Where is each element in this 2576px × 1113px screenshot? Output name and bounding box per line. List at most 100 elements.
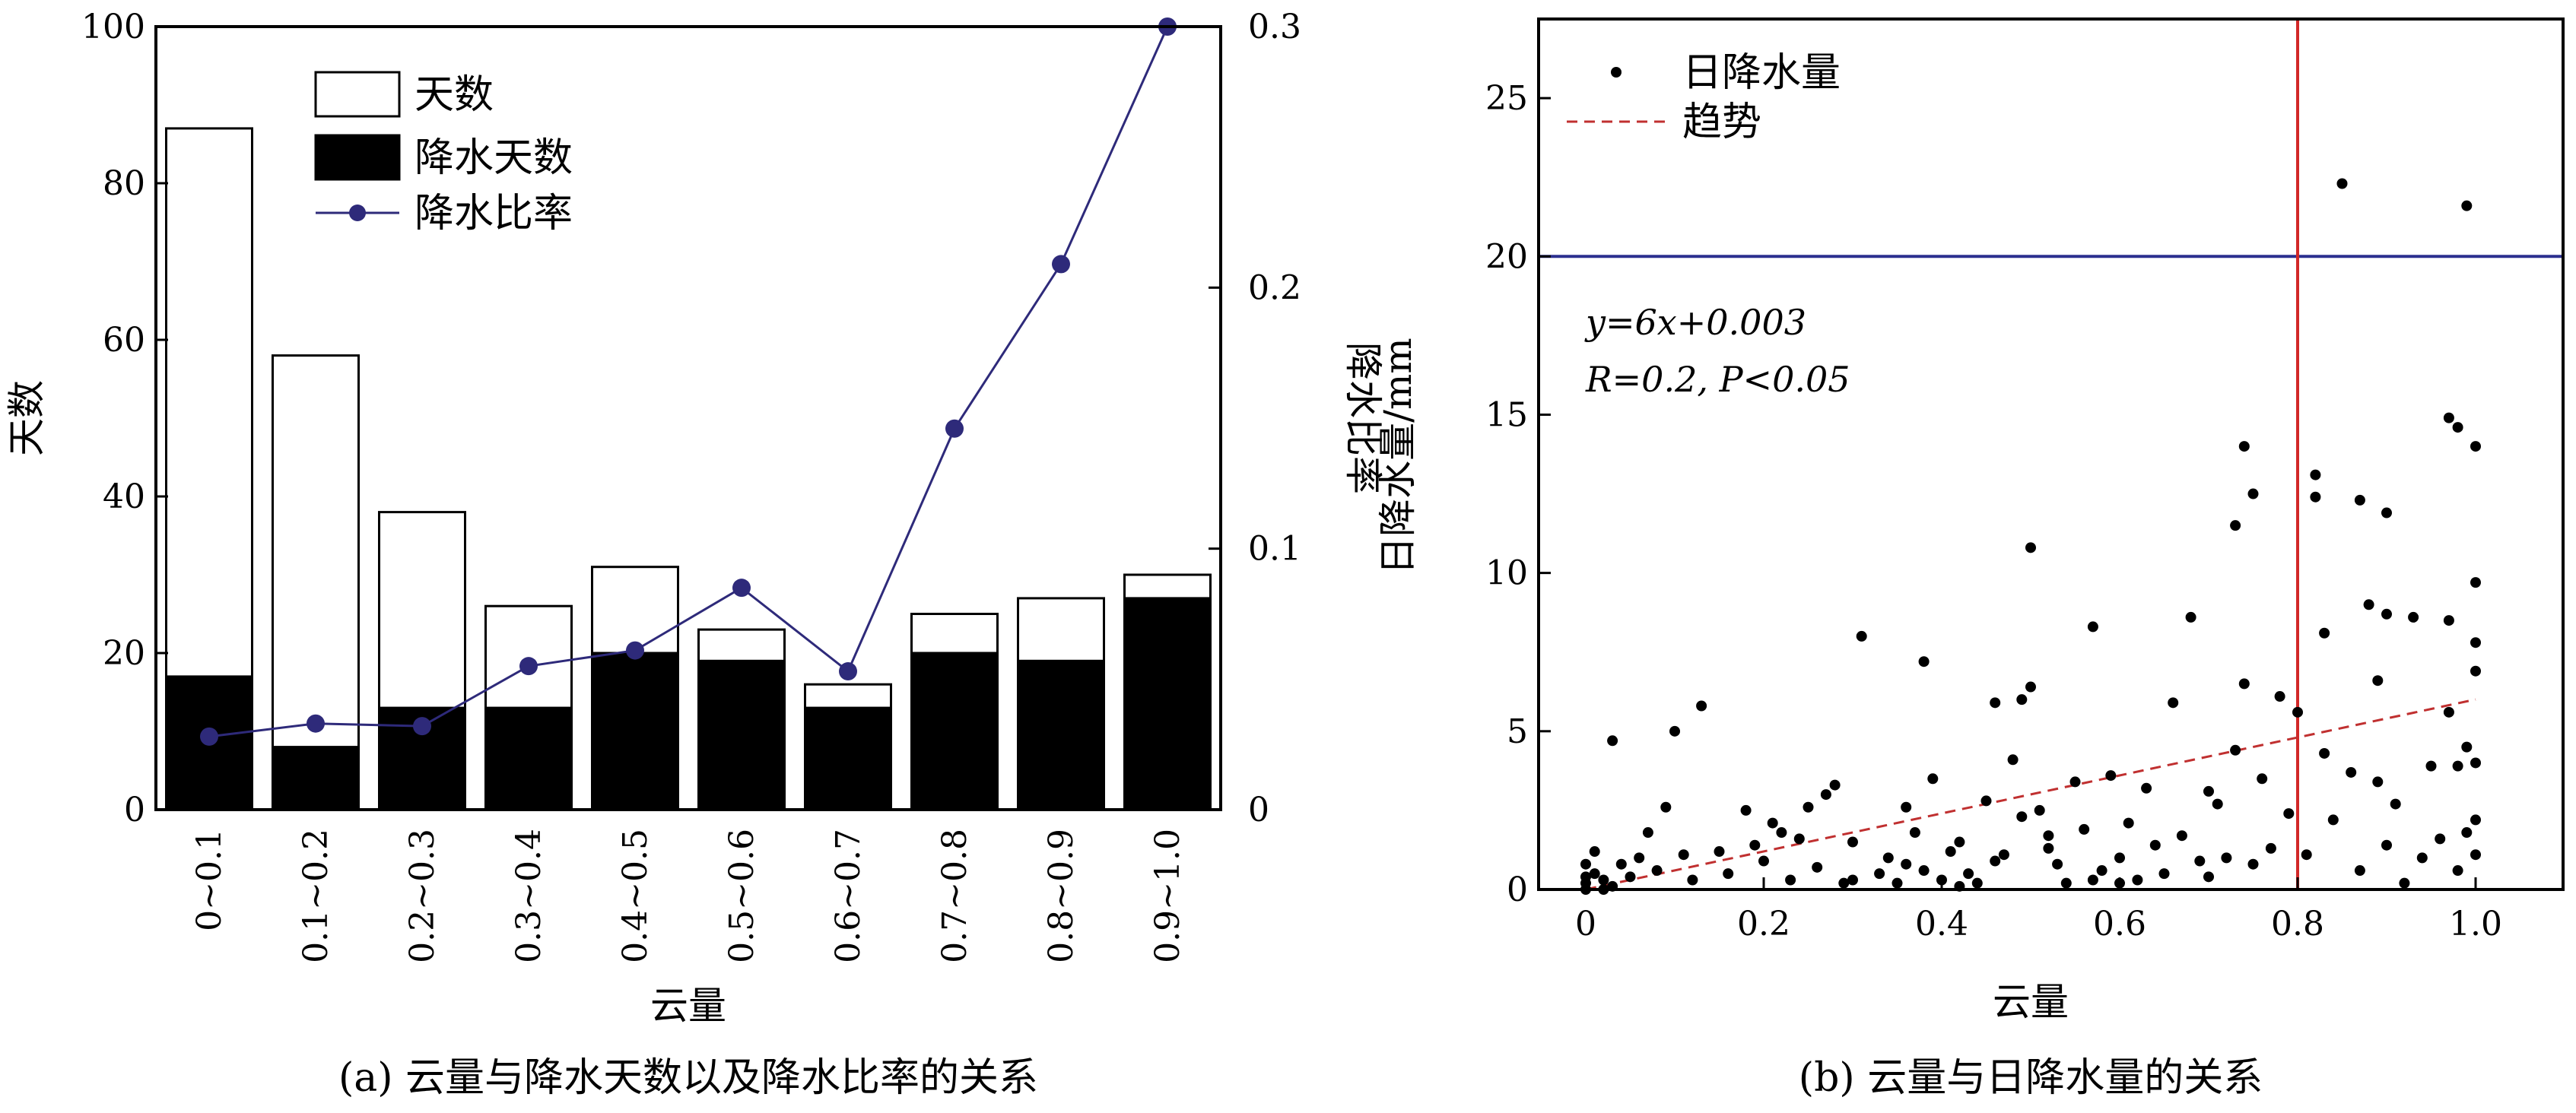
scatter-point-76 — [2203, 785, 2214, 797]
x-tick-label: 0.1~0.2 — [297, 829, 335, 963]
scatter-point-61 — [2069, 776, 2081, 788]
scatter-point-130 — [1847, 874, 1858, 886]
scatter-point-17 — [1678, 849, 1689, 861]
scatter-point-131 — [1901, 858, 1912, 870]
x-tick-label: 0.3~0.4 — [510, 829, 548, 963]
scatter-point-127 — [2470, 849, 2481, 861]
scatter-point-92 — [2310, 491, 2321, 503]
scatter-point-95 — [2327, 814, 2339, 826]
scatter-point-36 — [1874, 868, 1885, 880]
scatter-point-57 — [2034, 804, 2045, 816]
bar-rain-days-0.3~0.4 — [484, 706, 573, 811]
scatter-point-75 — [2194, 855, 2206, 867]
scatter-point-74 — [2185, 611, 2196, 623]
scatter-point-66 — [2114, 852, 2125, 864]
rain-ratio-point-0.5~0.6 — [732, 579, 751, 598]
panel-a-xlabel: 云量 — [650, 984, 726, 1028]
scatter-point-89 — [2292, 706, 2303, 718]
scatter-point-87 — [2274, 691, 2285, 702]
x-ticks: 0 0.2 0.4 0.6 0.8 1.0 — [1575, 877, 2502, 943]
scatter-point-110 — [2425, 760, 2437, 772]
scatter-point-117 — [2452, 865, 2463, 877]
rain-ratio-point-0.8~0.9 — [1052, 255, 1070, 274]
scatter-point-96 — [2336, 178, 2348, 189]
y-tick-label: 0 — [1507, 870, 1528, 909]
rain-ratio-line — [200, 17, 1177, 746]
scatter-point-112 — [2443, 412, 2454, 423]
scatter-point-106 — [2390, 798, 2401, 810]
panel-b-caption: (b) 云量与日降水量的关系 — [1799, 1055, 2263, 1101]
scatter-point-34 — [1847, 836, 1858, 848]
legend-marker-rain-ratio — [349, 205, 366, 221]
scatter-point-42 — [1918, 865, 1930, 877]
y-tick-label: 10 — [1485, 554, 1528, 593]
scatter-point-85 — [2257, 773, 2268, 785]
scatter-point-4 — [1589, 846, 1600, 858]
scatter-point-119 — [2461, 741, 2473, 753]
legend-label-days: 天数 — [415, 72, 494, 118]
y-tick-label: 25 — [1485, 79, 1528, 118]
panel-b-precip-vs-cloud: 0 5 10 15 20 25 0 0.2 0.4 0.6 0.8 1.0 日降水量/mm 云量 (… — [1376, 17, 2565, 1101]
scatter-point-32 — [1829, 779, 1841, 791]
scatter-point-83 — [2247, 488, 2259, 499]
rain-ratio-point-0.3~0.4 — [519, 657, 538, 676]
scatter-point-82 — [2238, 678, 2250, 690]
x-tick-label: 0.9~1.0 — [1148, 829, 1187, 963]
x-tick-label: 0.6~0.7 — [829, 829, 868, 963]
scatter-point-113 — [2443, 615, 2454, 626]
scatter-point-120 — [2461, 827, 2473, 839]
scatter-point-49 — [1980, 795, 1992, 807]
scatter-point-98 — [2354, 865, 2365, 877]
scatter-point-114 — [2443, 706, 2454, 718]
x-tick-labels: 0~0.1 0.1~0.2 0.2~0.3 0.3~0.4 0.4~0.5 0.5~0.6… — [190, 799, 1187, 963]
y-tick-label: 40 — [103, 477, 145, 516]
x-tick-label: 0.2 — [1737, 905, 1790, 943]
panel-a-y2label: 降水比率 — [1341, 342, 1385, 494]
y-ticks: 0 5 10 15 20 25 — [1485, 79, 1551, 909]
scatter-point-35 — [1856, 630, 1867, 642]
scatter-point-124 — [2470, 665, 2481, 677]
scatter-point-118 — [2461, 200, 2473, 211]
scatter-point-5 — [1589, 868, 1600, 880]
scatter-point-40 — [1909, 827, 1920, 839]
scatter-point-11 — [1625, 871, 1636, 883]
legend-label-rain-days: 降水天数 — [415, 135, 573, 181]
panel-a-legend: 天数 降水天数 降水比率 — [314, 71, 573, 236]
scatter-point-47 — [1963, 868, 1974, 880]
scatter-point-135 — [2203, 871, 2214, 883]
scatter-point-125 — [2470, 757, 2481, 769]
rain-ratio-point-0.4~0.5 — [626, 641, 644, 660]
trend-line — [1585, 698, 2476, 891]
scatter-point-20 — [1714, 846, 1725, 858]
bar-rain-days-0.9~1.0 — [1123, 597, 1212, 811]
scatter-point-13 — [1642, 827, 1653, 839]
scatter-point-33 — [1838, 877, 1850, 889]
scatter-point-105 — [2381, 839, 2392, 851]
y-tick-label: 15 — [1485, 395, 1528, 434]
x-tick-label: 0.4 — [1915, 905, 1968, 943]
scatter-point-51 — [1998, 849, 2009, 861]
scatter-point-41 — [1918, 656, 1930, 667]
y-tick-label: 20 — [1485, 237, 1528, 276]
y-tick-label: 60 — [103, 321, 145, 360]
right-y-ticks: 0 0.1 0.2 0.3 — [1209, 8, 1301, 829]
bar-rain-days-0.4~0.5 — [591, 652, 679, 811]
scatter-point-84 — [2247, 858, 2259, 870]
panel-a-caption: (a) 云量与降水天数以及降水比率的关系 — [338, 1055, 1038, 1101]
scatter-point-8 — [1607, 735, 1618, 747]
scatter-point-62 — [2079, 823, 2090, 835]
scatter-point-29 — [1803, 801, 1814, 813]
scatter-point-16 — [1669, 725, 1680, 737]
scatter-point-31 — [1820, 789, 1831, 801]
bar-rain-days-0.8~0.9 — [1017, 659, 1105, 811]
scatter-point-26 — [1776, 827, 1787, 839]
panel-b-ylabel: 日降水量/mm — [1376, 338, 1420, 575]
scatter-point-12 — [1634, 852, 1645, 864]
scatter-point-37 — [1882, 852, 1894, 864]
scatter-point-53 — [2016, 694, 2028, 706]
scatter-point-10 — [1615, 858, 1627, 870]
scatter-point-71 — [2158, 868, 2170, 880]
scatter-point-79 — [2230, 744, 2241, 756]
legend-label-trend: 趋势 — [1682, 100, 1761, 145]
scatter-point-126 — [2470, 814, 2481, 826]
